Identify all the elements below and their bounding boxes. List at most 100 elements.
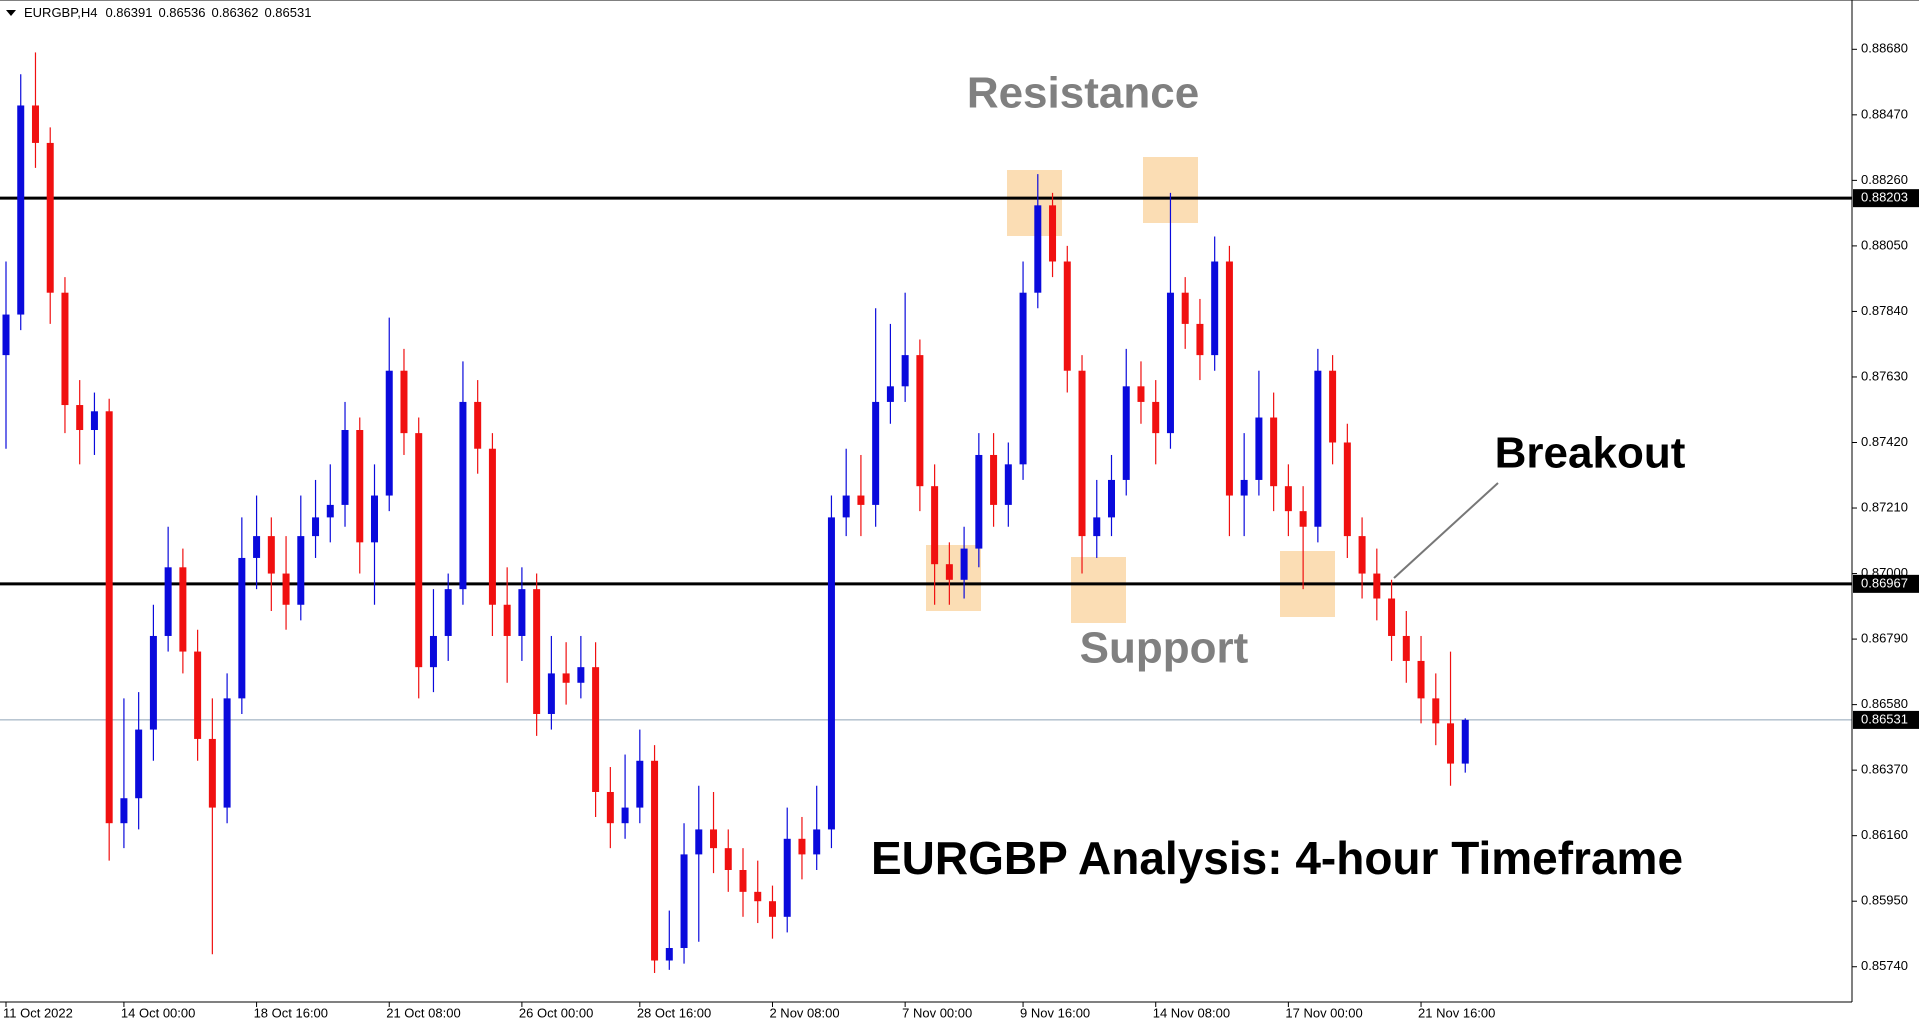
y-tick-label: 0.87630 [1861, 368, 1908, 383]
candle-body [415, 433, 423, 668]
candle-body [17, 105, 25, 315]
candle-body [223, 698, 231, 808]
candle-body [1049, 205, 1057, 262]
candle-body [326, 504, 334, 518]
candle-body [1270, 417, 1278, 487]
candle-body [1284, 486, 1292, 512]
plot [0, 52, 1852, 973]
x-tick-label: 14 Nov 08:00 [1153, 1005, 1230, 1020]
candle-body [1196, 323, 1204, 356]
candle-body [297, 536, 305, 605]
candle-body [267, 536, 275, 574]
candle-body [1137, 386, 1145, 402]
candle-body [429, 635, 437, 668]
candle-body [547, 673, 555, 714]
candle-body [1063, 261, 1071, 371]
candle-body [768, 901, 776, 917]
candle-body [1388, 598, 1396, 636]
y-tick-label: 0.87210 [1861, 499, 1908, 514]
candle-body [238, 557, 246, 699]
price-label: 0.88203 [1861, 190, 1908, 205]
candle-body [724, 848, 732, 871]
candle-body [149, 635, 157, 730]
candle-body [577, 667, 585, 683]
candle-body [754, 891, 762, 902]
candle-body [901, 355, 909, 387]
x-tick-label: 7 Nov 00:00 [902, 1005, 972, 1020]
x-tick-label: 21 Oct 08:00 [386, 1005, 460, 1020]
price-label-box [1853, 189, 1919, 208]
candle-body [1034, 205, 1042, 293]
candle-body [312, 517, 320, 537]
candle-body [76, 405, 84, 431]
candle-body [1314, 370, 1322, 527]
candle-body [827, 517, 835, 830]
y-tick-label: 0.86580 [1861, 696, 1908, 711]
candle-body [665, 948, 673, 961]
candle-body [857, 495, 865, 505]
breakout-arrow [1393, 482, 1499, 579]
candle-body [533, 589, 541, 714]
annotation: Resistance [967, 69, 1199, 118]
candle-body [1255, 417, 1263, 480]
ohlc: 0.86536 [158, 5, 205, 20]
y-tick-label: 0.88470 [1861, 106, 1908, 121]
candle-body [931, 486, 939, 565]
candle-body [459, 401, 467, 590]
candle-body [621, 807, 629, 824]
candle-body [916, 355, 924, 487]
candle-body [179, 567, 187, 652]
candle-body [90, 411, 98, 431]
y-tick-label: 0.86370 [1861, 762, 1908, 777]
y-tick-label: 0.85740 [1861, 958, 1908, 973]
candle-body [592, 667, 600, 792]
candle-body [1432, 698, 1440, 724]
caption: EURGBP Analysis: 4-hour Timeframe [871, 832, 1683, 884]
candle-body [444, 589, 452, 636]
y-tick-label: 0.88050 [1861, 237, 1908, 252]
price-label: 0.86531 [1861, 711, 1908, 726]
candle-body [1299, 511, 1307, 527]
x-tick-label: 17 Nov 00:00 [1285, 1005, 1362, 1020]
x-tick-label: 21 Nov 16:00 [1418, 1005, 1495, 1020]
candle-body [1343, 442, 1351, 537]
candle-body [1447, 723, 1455, 764]
candle-body [474, 401, 482, 449]
y-tick-label: 0.87840 [1861, 303, 1908, 318]
candle-body [651, 760, 659, 961]
ohlc: 0.86531 [264, 5, 311, 20]
candle-body [1019, 292, 1027, 465]
candle-body [46, 142, 54, 293]
candle-body [164, 567, 172, 636]
candle-body [400, 370, 408, 434]
candle-body [1122, 386, 1130, 480]
candle-body [960, 548, 968, 580]
candle-body [371, 495, 378, 543]
candle-body [636, 760, 644, 808]
candle-body [562, 673, 570, 683]
y-tick-label: 0.88680 [1861, 41, 1908, 56]
candle-body [945, 564, 953, 580]
candle-body [385, 370, 393, 496]
candle-body [488, 448, 496, 605]
candle-body [31, 105, 39, 143]
candle-body [1211, 261, 1219, 356]
candle-body [194, 651, 202, 739]
annotation: Breakout [1495, 429, 1686, 478]
candle-body [208, 738, 216, 808]
candle-body [813, 829, 821, 855]
candle-body [1461, 719, 1469, 764]
price-label-box [1853, 574, 1919, 593]
candle-body [1166, 292, 1174, 434]
annotation: Support [1080, 624, 1249, 673]
y-tick-label: 0.86160 [1861, 827, 1908, 842]
candle-body [1373, 573, 1381, 599]
candle-body [105, 411, 113, 824]
candle-body [1329, 370, 1337, 443]
symbol-name: EURGBP,H4 [24, 5, 97, 20]
candle-body [503, 604, 511, 636]
price-label: 0.86967 [1861, 575, 1908, 590]
